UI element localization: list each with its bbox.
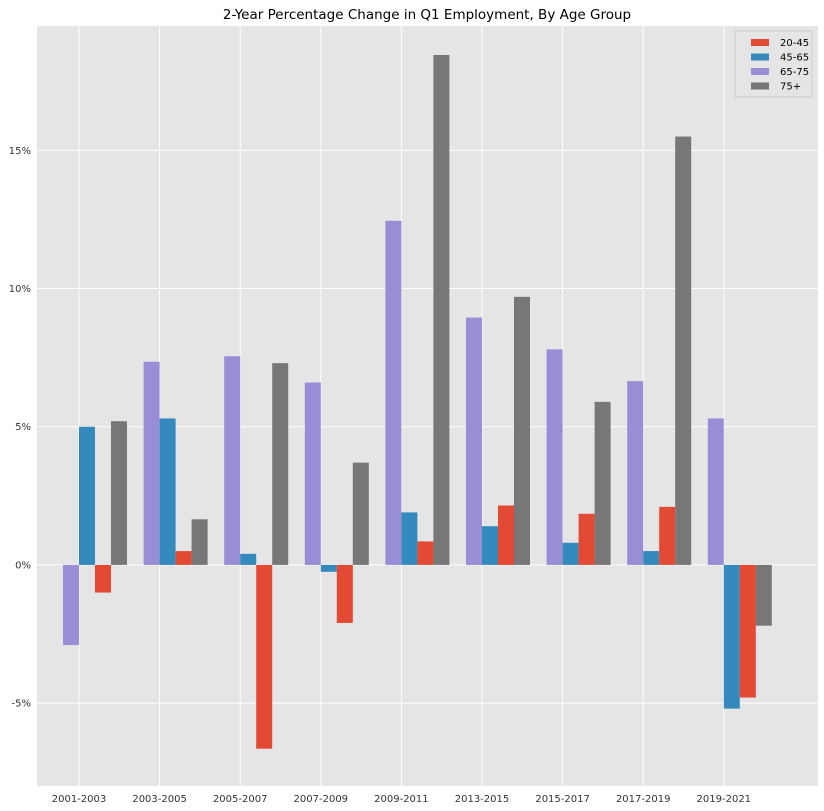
bar-45-65 (240, 553, 257, 565)
bar-45-65 (79, 426, 95, 565)
bar-65-75 (627, 381, 644, 565)
bar-65-75 (466, 317, 482, 565)
bar-75+ (352, 462, 369, 565)
bar-65-75 (707, 418, 724, 565)
y-tick-label: 0% (15, 560, 31, 571)
legend: 20-45 45-65 65-75 75+ (734, 30, 813, 98)
x-tick-label: 2007-2009 (294, 794, 349, 805)
x-tick-label: 2013-2015 (455, 794, 510, 805)
x-tick-label: 2015-2017 (535, 794, 590, 805)
bar-75+ (675, 136, 692, 565)
bar-45-65 (482, 526, 498, 565)
bar-20-45 (175, 551, 192, 565)
y-axis-ticks: -5% 0% 5% 10% 15% (9, 146, 31, 710)
bar-45-65 (401, 512, 418, 565)
y-tick-label: 5% (15, 422, 31, 433)
legend-swatch-65-75 (751, 68, 769, 75)
y-tick-label: 15% (9, 146, 31, 157)
x-tick-label: 2019-2021 (697, 794, 752, 805)
x-tick-label: 2001-2003 (52, 794, 107, 805)
bar-20-45 (95, 564, 111, 593)
bar-75+ (514, 296, 530, 565)
legend-swatch-20-45 (751, 39, 769, 46)
chart-title: 2-Year Percentage Change in Q1 Employmen… (223, 7, 631, 23)
legend-label-20-45: 20-45 (780, 38, 809, 49)
bar-75+ (191, 519, 208, 565)
bar-20-45 (739, 564, 756, 698)
legend-swatch-45-65 (751, 53, 769, 61)
x-tick-label: 2005-2007 (213, 794, 268, 805)
x-tick-label: 2003-2005 (132, 794, 187, 805)
bar-75+ (433, 55, 450, 565)
x-axis-ticks: 2001-2003 2003-2005 2005-2007 2007-2009 2009… (52, 794, 751, 805)
bar-75+ (272, 363, 289, 565)
legend-label-75+: 75+ (780, 82, 801, 93)
y-tick-label: -5% (12, 699, 31, 710)
bar-75+ (111, 421, 127, 565)
legend-label-65-75: 65-75 (780, 67, 809, 78)
bar-20-45 (417, 541, 434, 565)
legend-box (734, 30, 813, 98)
bar-65-75 (63, 564, 79, 646)
bar-45-65 (562, 542, 579, 565)
bar-45-65 (723, 564, 740, 709)
bar-65-75 (224, 356, 241, 565)
bar-65-75 (304, 382, 321, 565)
bar-20-45 (336, 564, 353, 623)
legend-label-45-65: 45-65 (780, 53, 809, 64)
bar-20-45 (659, 506, 676, 565)
bars (63, 55, 772, 749)
bar-45-65 (159, 418, 176, 565)
bar-75+ (755, 564, 772, 626)
bar-75+ (594, 401, 611, 565)
bar-65-75 (546, 349, 563, 565)
bar-20-45 (256, 564, 273, 749)
bar-45-65 (320, 564, 337, 572)
legend-swatch-75+ (751, 82, 769, 90)
x-tick-label: 2017-2019 (616, 794, 671, 805)
y-tick-label: 10% (9, 284, 31, 295)
bar-65-75 (143, 361, 160, 565)
bar-20-45 (578, 513, 595, 565)
bar-20-45 (498, 505, 514, 565)
bar-45-65 (643, 551, 660, 565)
x-tick-label: 2009-2011 (374, 794, 429, 805)
bar-65-75 (385, 220, 402, 565)
